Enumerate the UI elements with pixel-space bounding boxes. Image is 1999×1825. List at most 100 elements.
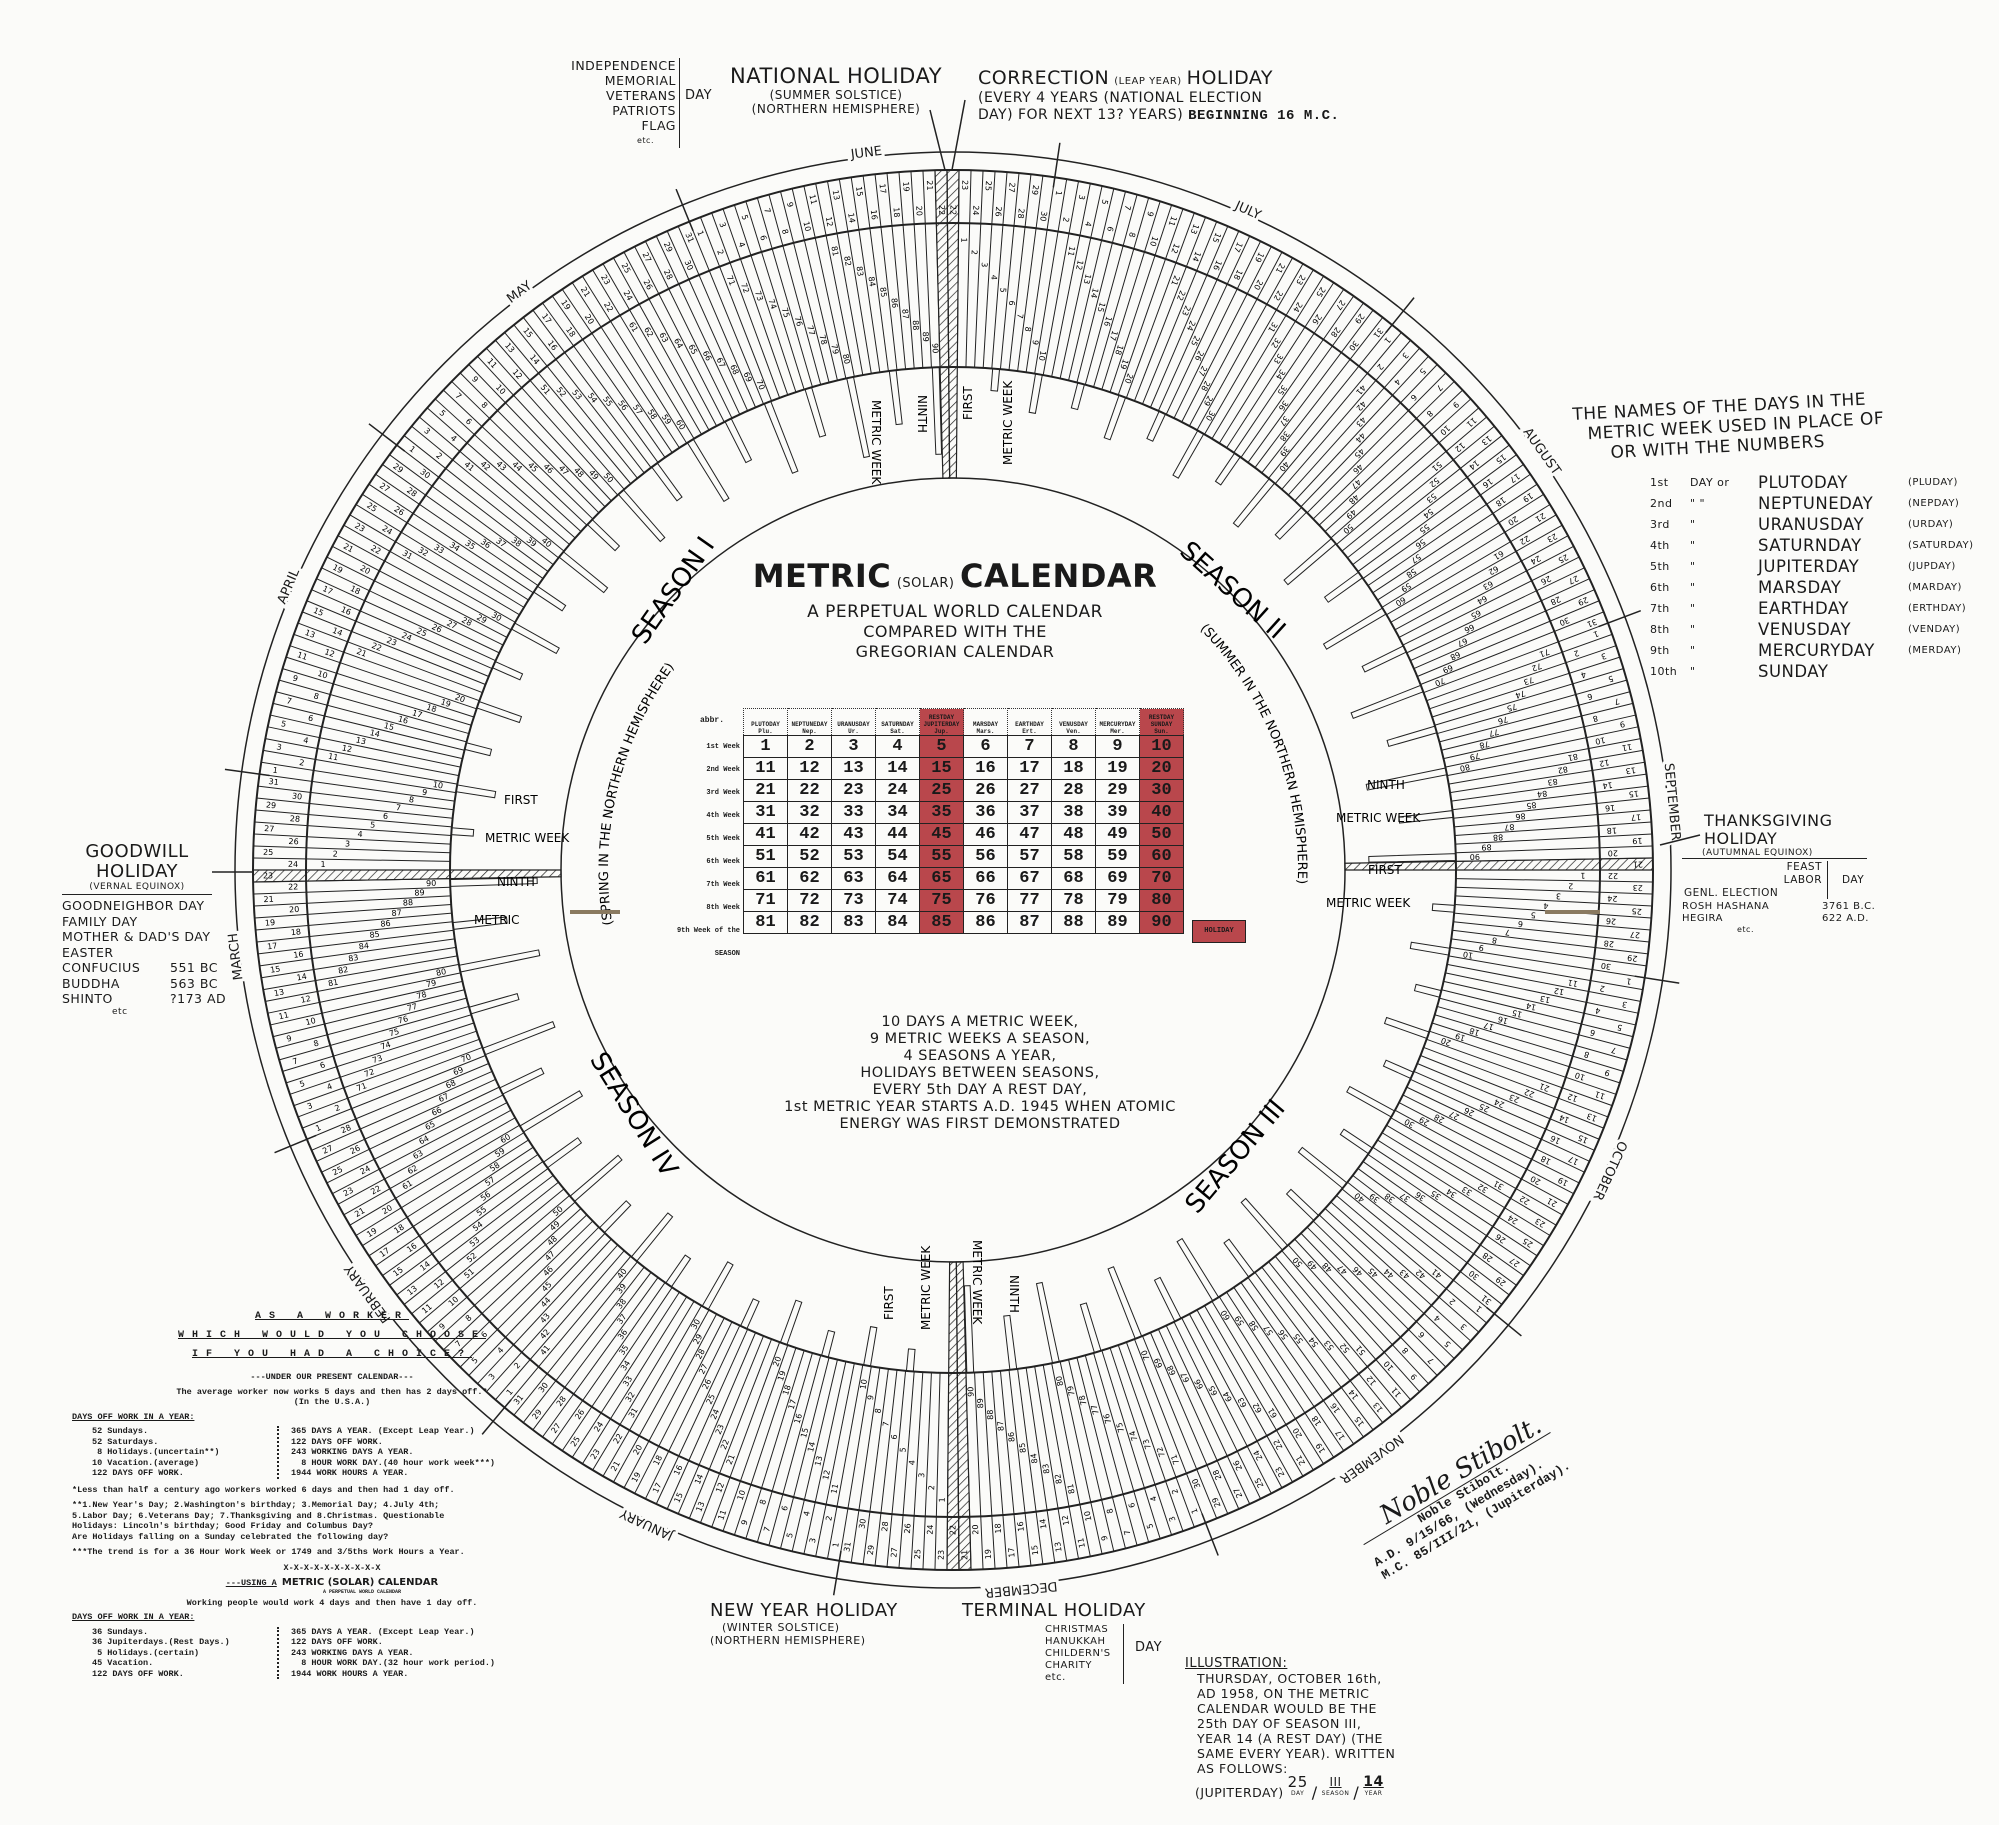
metric-day-cell: 30 (1139, 779, 1184, 802)
day-divider (655, 1325, 741, 1505)
metric-day-number: 45 (526, 461, 540, 475)
metric-day-cell: 89 (1095, 911, 1140, 934)
gregorian-day-number: 29 (1627, 953, 1638, 963)
gregorian-day-number: 22 (612, 1432, 625, 1445)
gregorian-day-number: 28 (1603, 938, 1614, 948)
day-divider (1420, 1055, 1604, 1129)
metric-day-number: 32 (1476, 1182, 1489, 1195)
metric-day-cell: 55 (919, 845, 964, 868)
day-divider (1125, 1341, 1195, 1528)
month-label: AUGUST (1520, 425, 1564, 478)
metric-day-number: 77 (406, 1002, 418, 1013)
metric-day-cell: 77 (1007, 889, 1052, 912)
gregorian-day-number: 21 (925, 180, 934, 190)
day-divider (756, 1352, 813, 1543)
rest-day-slot (1079, 1302, 1102, 1354)
gregorian-day-number: 22 (937, 205, 946, 215)
rest-day-slot (1413, 983, 1442, 998)
metric-day-number: 52 (465, 1251, 479, 1264)
gregorian-day-number: 20 (380, 1203, 393, 1216)
gregorian-day-number: 31 (683, 231, 695, 244)
metric-day-number: 35 (463, 539, 476, 552)
gregorian-day-number: 12 (323, 647, 336, 659)
day-divider (254, 904, 452, 919)
day-abbr: (MERDAY) (1908, 645, 1962, 656)
table-row: 31 32 33 34 35 36 37 38 39 40 (743, 801, 1184, 824)
metric-day-number: 74 (379, 1040, 391, 1052)
illustration-line: CALENDAR WOULD BE THE (1197, 1701, 1377, 1716)
gregorian-day-number: 14 (296, 972, 308, 983)
gregorian-day-number: 11 (1167, 215, 1179, 228)
table-row: 71 72 73 74 75 76 77 78 79 80 (743, 889, 1184, 912)
illustration-line: AD 1958, ON THE METRIC (1197, 1686, 1370, 1701)
metric-day-number: 35 (617, 1343, 630, 1356)
gregorian-day-number: 1 (1054, 190, 1064, 196)
metric-day-number: 3 (1556, 891, 1561, 900)
rest-day-slot (468, 993, 520, 1015)
gregorian-day-number: 27 (1007, 182, 1017, 193)
day-separator: " (1690, 623, 1696, 636)
gregorian-day-number: 16 (869, 209, 879, 220)
metric-day-number: 50 (1341, 522, 1355, 535)
metric-day-number: 64 (1475, 594, 1488, 607)
gregorian-day-number: 1 (407, 444, 417, 454)
day-divider (1452, 785, 1649, 811)
day-abbr: (PLUDAY) (1908, 477, 1958, 488)
day-divider (1254, 1272, 1374, 1431)
month-boundary-tick (1634, 975, 1680, 984)
gregorian-day-number: 13 (831, 189, 842, 201)
metric-day-cell: 8 (1051, 735, 1096, 758)
gregorian-day-number: 10 (1594, 735, 1606, 746)
metric-day-number: 74 (767, 298, 779, 310)
gregorian-day-number: 22 (369, 1184, 382, 1197)
list-item: CHILDERN'S (1045, 1648, 1111, 1659)
gregorian-day-number: 15 (673, 1491, 685, 1504)
gregorian-day-number: 29 (1577, 595, 1590, 607)
day-divider (974, 1372, 984, 1570)
day-divider (426, 1201, 576, 1333)
metric-day-number: 26 (701, 1378, 714, 1391)
metric-day-number: 59 (1399, 581, 1412, 594)
day-divider (1254, 309, 1374, 468)
metric-day-number: 2 (1568, 881, 1573, 890)
day-divider (581, 275, 688, 444)
day-name: PLUTODAY (1758, 473, 1848, 492)
day-divider (1434, 1014, 1624, 1072)
gregorian-day-number: 6 (1127, 1502, 1137, 1509)
metric-day-number: 86 (1515, 811, 1526, 821)
month-label: MARCH (226, 932, 247, 981)
title-subtitle: A PERPETUAL WORLD CALENDAR (807, 602, 1103, 622)
gregorian-day-number: 23 (1633, 883, 1643, 892)
metric-day-number: 76 (1497, 714, 1509, 725)
column-abbr: Nep. (802, 728, 817, 735)
gregorian-day-number: 25 (984, 181, 994, 192)
metric-day-cell: 60 (1139, 845, 1184, 868)
gregorian-day-number: 2 (434, 451, 444, 461)
column-abbr: Plu. (758, 728, 773, 735)
correction-beginning: BEGINNING 16 M.C. (1188, 108, 1340, 124)
metric-day-number: 7 (395, 803, 401, 813)
day-name-item: 4th " SATURNDAY (SATURDAY) (1650, 535, 1973, 556)
day-divider (495, 339, 625, 490)
metric-day-number: 87 (900, 309, 910, 320)
day-divider (1165, 235, 1251, 415)
day-divider (982, 1372, 996, 1569)
day-divider (644, 1321, 733, 1500)
metric-day-number: 87 (391, 908, 402, 918)
rest-day-slot (1361, 645, 1408, 673)
metric-day-number: 52 (1338, 1341, 1351, 1355)
day-divider (666, 230, 749, 412)
gregorian-day-number: 2 (715, 248, 725, 256)
metric-day-number: 61 (401, 1179, 414, 1192)
gregorian-day-number: 12 (432, 1277, 446, 1290)
gregorian-day-number: 3 (1459, 1322, 1469, 1332)
metric-day-number: 62 (1251, 1401, 1264, 1414)
day-divider (850, 177, 881, 373)
gregorian-day-number: 19 (331, 563, 344, 576)
gregorian-day-number: 30 (857, 1518, 867, 1529)
metric-day-number: 10 (859, 1379, 870, 1391)
metric-day-number: 49 (587, 468, 601, 482)
metric-day-cell: 72 (787, 889, 832, 912)
rest-day-slot (1153, 1276, 1182, 1323)
metric-day-number: 36 (1277, 399, 1290, 413)
